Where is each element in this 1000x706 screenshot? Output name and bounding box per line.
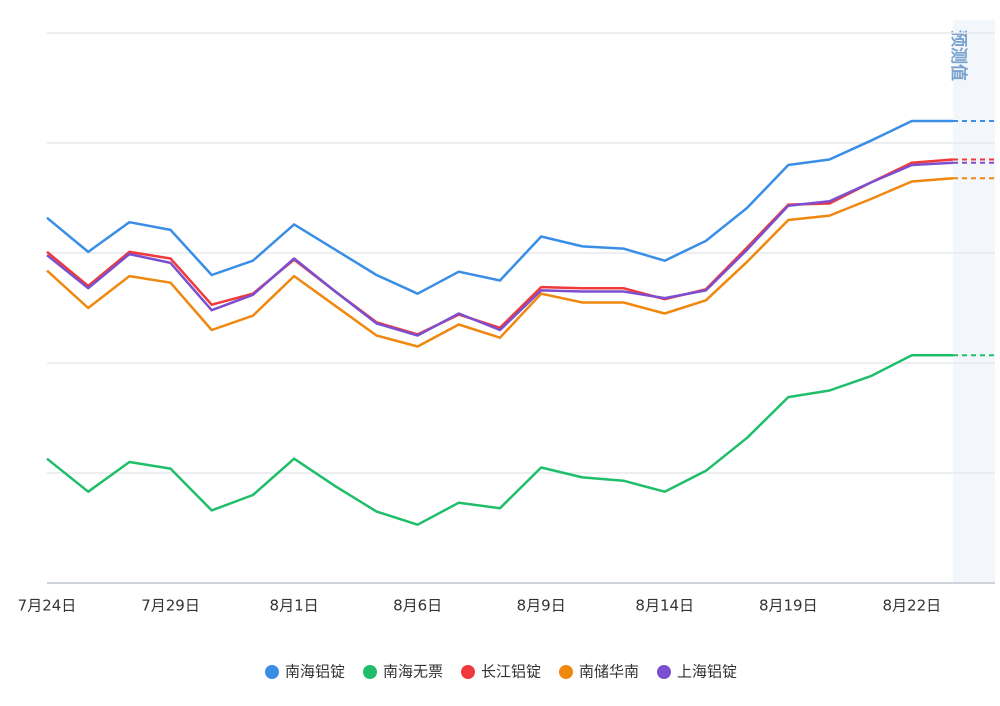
legend-swatch [265,665,279,679]
x-tick-label: 7月29日 [141,597,200,615]
series-line [46,158,954,336]
x-tick-label: 8月6日 [393,597,442,615]
x-tick-label: 7月24日 [18,597,77,615]
legend-swatch [363,665,377,679]
legend-label: 上海铝锭 [677,663,737,681]
legend-label: 南海铝锭 [285,663,345,681]
legend-label: 南海无票 [383,663,443,681]
forecast-band [953,20,995,583]
x-tick-label: 8月9日 [517,597,566,615]
series-line [46,176,954,348]
forecast-label: 预测值 [948,30,969,81]
legend-label: 南储华南 [579,663,639,681]
series-line [46,119,953,295]
x-tick-label: 8月1日 [270,597,319,615]
series-line [46,161,954,337]
legend-swatch [461,665,475,679]
legend-swatch [657,665,671,679]
x-tick-label: 8月22日 [882,597,941,615]
legend-swatch [559,665,573,679]
x-tick-label: 8月19日 [759,597,818,615]
series-line [46,354,953,526]
legend-label: 长江铝锭 [481,663,541,681]
x-tick-label: 8月14日 [635,597,694,615]
